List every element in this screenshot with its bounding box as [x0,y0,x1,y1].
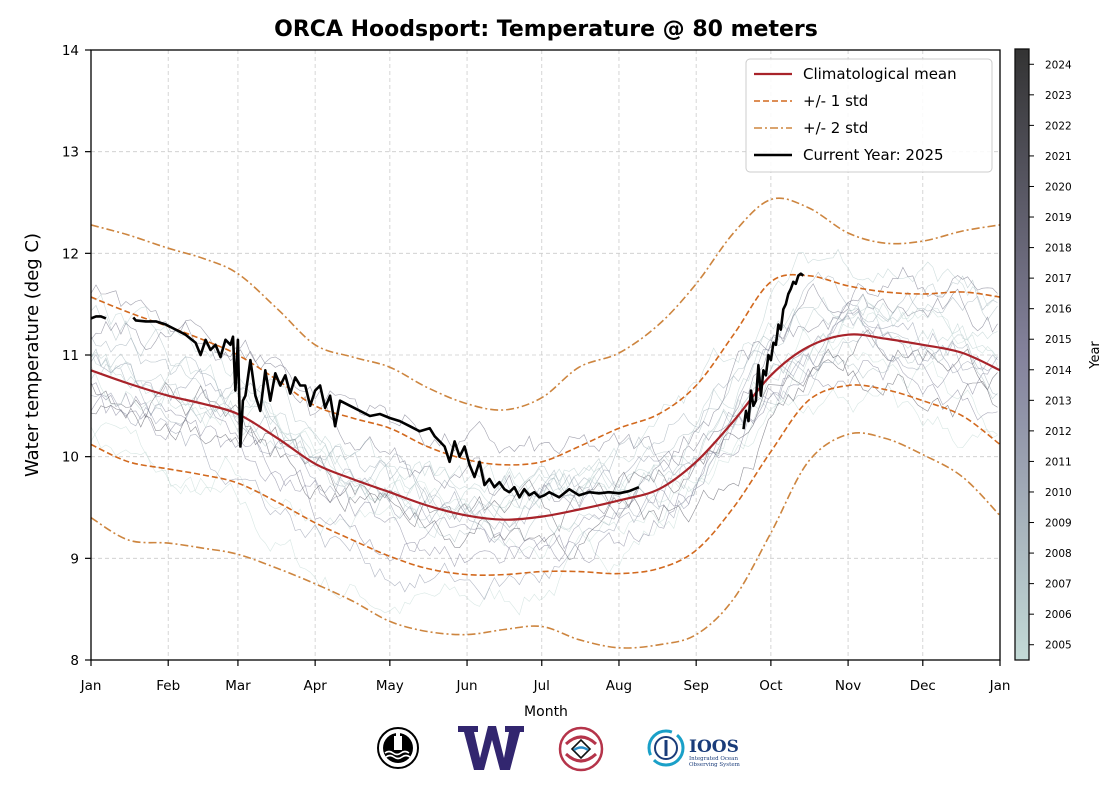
tribal-formline-logo [558,726,604,772]
historical-year-line [91,308,998,564]
colorbar-tick-label: 2012 [1045,426,1072,438]
colorbar-tick-label: 2008 [1045,548,1072,560]
colorbar-tick-label: 2021 [1045,151,1072,163]
historical-year-line [91,330,998,532]
historical-year-line [91,266,998,519]
historical-year-line [91,248,998,491]
colorbar-tick-label: 2019 [1045,212,1072,224]
colorbar: 2005 2006 2007 2008 2009 2010 2011 2012 2013 2014… [1014,48,1103,661]
colorbar-tick-label: 2013 [1045,395,1072,407]
colorbar-tick-label: 2010 [1045,487,1072,499]
x-axis: Jan Feb Mar Apr May Jun Jul Aug Sep Oct Nov Dec Jan [80,660,1011,694]
colorbar-tick-label: 2020 [1045,181,1072,193]
historical-year-line [91,314,998,601]
colorbar-tick-label: 2022 [1045,120,1072,132]
colorbar-tick-label: 2017 [1045,273,1072,285]
historical-year-line [91,288,998,467]
legend-box [745,58,993,173]
x-tick-label: Dec [910,678,936,694]
chart-title: ORCA Hoodsport: Temperature @ 80 meters [274,17,818,42]
x-axis-label: Month [524,704,568,720]
uw-w-logo [458,726,524,770]
ioos-subtext-2: Observing System [689,762,741,768]
historical-year-line [91,302,998,543]
y-axis-label: Water temperature (deg C) [22,233,43,477]
buoy-seal-logo [377,727,419,769]
minus-1-std-line [91,384,1000,576]
colorbar-tick-label: 2006 [1045,609,1072,621]
ioos-logo: IOOS Integrated Ocean Observing System [647,729,741,768]
climatological-mean-line [91,333,1000,521]
colorbar-tick-label: 2016 [1045,304,1072,316]
historical-year-line [91,329,998,533]
y-tick-label: 10 [62,450,79,466]
x-tick-label: Jun [456,678,478,694]
y-tick-label: 8 [70,653,79,669]
colorbar-tick-label: 2018 [1045,243,1072,255]
historical-years [91,248,998,616]
colorbar-tick-label: 2024 [1045,59,1072,71]
x-tick-label: May [376,678,404,694]
colorbar-tick-label: 2011 [1045,456,1072,468]
colorbar-tick-label: 2015 [1045,334,1072,346]
ioos-subtext-1: Integrated Ocean [689,756,738,762]
colorbar-tick-label: 2007 [1045,579,1072,591]
ioos-wordmark: IOOS [689,737,739,757]
legend-label-current: Current Year: 2025 [803,146,944,164]
x-tick-label: Aug [606,678,632,694]
historical-year-line [91,334,998,616]
x-tick-label: Feb [156,678,180,694]
series-layer [91,197,1000,649]
legend-label-2std: +/- 2 std [803,119,868,137]
x-tick-label: Jul [533,678,550,694]
colorbar-label: Year [1088,341,1103,370]
x-tick-label: Nov [835,678,861,694]
legend: Climatological mean +/- 1 std +/- 2 std … [745,58,993,173]
y-tick-label: 12 [62,246,79,262]
y-tick-label: 14 [62,43,79,59]
legend-label-1std: +/- 1 std [803,92,868,110]
colorbar-tick-label: 2005 [1045,640,1072,652]
minus-2-std-line [91,432,1000,649]
colorbar-tick-label: 2023 [1045,90,1072,102]
colorbar-tick-label: 2009 [1045,518,1072,530]
y-tick-label: 11 [62,348,79,364]
legend-label-mean: Climatological mean [803,65,957,83]
x-tick-label: Apr [303,678,327,694]
plus-1-std-line [91,273,1000,466]
x-tick-label: Mar [225,678,251,694]
current-year-line [91,272,805,499]
x-tick-label: Oct [759,678,782,694]
x-tick-label: Jan [80,678,102,694]
plus-2-std-line [91,197,1000,411]
colorbar-gradient [1014,48,1030,661]
colorbar-tick-label: 2014 [1045,365,1072,377]
logo-strip: IOOS Integrated Ocean Observing System [370,722,770,778]
historical-year-line [91,383,998,559]
y-tick-label: 13 [62,145,79,161]
x-tick-label: Jan [989,678,1011,694]
historical-year-line [91,348,998,561]
y-axis: 8 9 10 11 12 13 14 [62,43,91,669]
x-tick-label: Sep [683,678,708,694]
y-tick-label: 9 [70,551,79,567]
historical-year-line [91,334,998,543]
